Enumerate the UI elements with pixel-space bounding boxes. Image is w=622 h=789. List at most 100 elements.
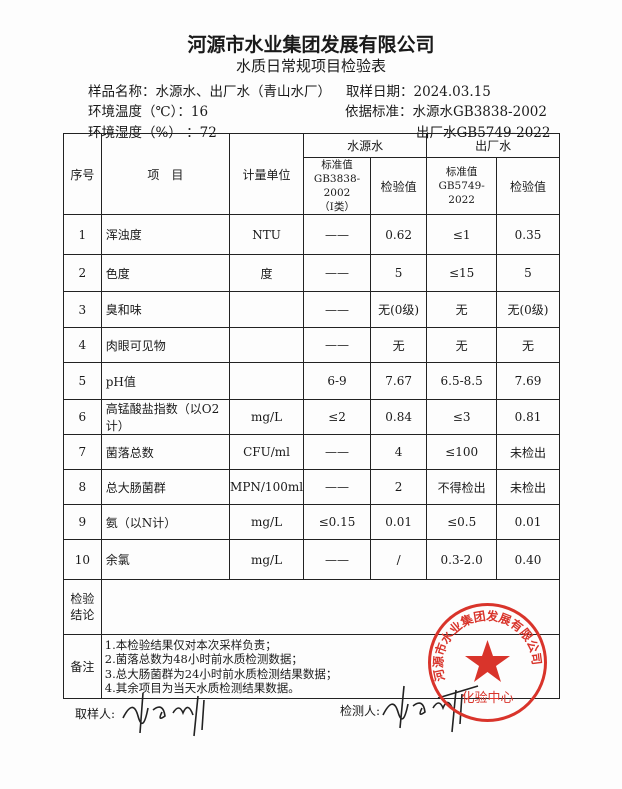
- table-row: 5 pH值 6-9 7.67 6.5-8.5 7.69: [63, 362, 561, 400]
- company-name: 河源市水业集团发展有限公司: [187, 34, 435, 56]
- header-source-standard: 标准值 GB3838-2002 （Ⅰ类）: [303, 157, 371, 215]
- table-row: 3 臭和味 —— 无(0级) 无无(0级): [63, 291, 561, 328]
- cell-item: pH值: [100, 362, 231, 400]
- notes-label: 备注: [63, 634, 102, 699]
- cell-item: 浑浊度: [100, 214, 231, 255]
- cell-item: 肉眼可见物: [100, 327, 231, 363]
- cell-no: 3: [63, 291, 102, 328]
- cell-unit: CFU/ml: [229, 434, 305, 470]
- cell-no: 5: [63, 362, 102, 400]
- std-label: 标准值: [445, 166, 478, 178]
- cell-no: 2: [63, 254, 102, 292]
- cell-s-val: 0.62: [369, 214, 428, 255]
- company-seal: 河源市水业集团发展有限公司 化验中心: [428, 603, 547, 722]
- cell-o-val: 无: [495, 327, 561, 363]
- cell-s-val: /: [369, 539, 428, 580]
- env-temperature: 环境温度（℃）：16: [88, 104, 209, 120]
- sampler-signature: [122, 692, 205, 737]
- table-row: 1 浑浊度 NTU —— 0.62 ≤1 0.35: [63, 214, 561, 255]
- cell-s-std: ——: [303, 434, 371, 470]
- cell-s-std: ≤2: [303, 399, 371, 435]
- cell-item: 臭和味: [100, 291, 231, 328]
- cell-item: 菌落总数: [100, 434, 231, 470]
- cell-s-val: 5: [369, 254, 428, 292]
- note-item: 4.其余项目为当天水质检测结果数据。: [104, 681, 300, 695]
- cell-s-std: ——: [303, 214, 371, 255]
- cell-unit: MPN/100ml: [229, 469, 305, 505]
- table-row: 2 色度度 —— 5 ≤15 5: [63, 254, 561, 292]
- cell-unit: [229, 291, 305, 328]
- cell-o-std: 无: [426, 291, 497, 328]
- note-item: 3.总大肠菌群为24小时前水质检测结果数据；: [104, 666, 338, 681]
- cell-item: 余氯: [100, 539, 231, 580]
- std-code: GB3838-2002: [313, 173, 361, 199]
- cell-s-std: ≤0.15: [303, 504, 371, 540]
- table-row: 9 氨（以N计） mg/L ≤0.15 0.01 ≤0.5 0.01: [63, 504, 561, 540]
- cell-s-std: ——: [303, 291, 371, 328]
- cell-item: 总大肠菌群: [100, 469, 231, 505]
- cell-unit: NTU: [229, 214, 305, 255]
- cell-o-std: ≤100: [426, 434, 497, 470]
- cell-o-std: 6.5-8.5: [426, 362, 497, 400]
- cell-o-val: 0.35: [495, 214, 561, 255]
- header-outlet-water: 出厂水: [426, 133, 560, 158]
- cell-no: 9: [63, 504, 102, 540]
- cell-s-std: 6-9: [303, 362, 371, 400]
- table-row: 6 高锰酸盐指数（以O2计） mg/L ≤2 0.84 ≤3 0.81: [63, 399, 561, 435]
- cell-s-val: 0.01: [369, 504, 428, 540]
- cell-no: 4: [63, 327, 102, 363]
- cell-item: 高锰酸盐指数（以O2计）: [100, 399, 231, 435]
- cell-unit: mg/L: [229, 399, 305, 435]
- cell-s-val: 无(0级): [369, 291, 428, 328]
- svg-text:化验中心: 化验中心: [461, 690, 513, 706]
- conclusion-label: 检验 结论: [63, 579, 102, 635]
- cell-o-val: 0.81: [495, 399, 561, 435]
- header-unit: 计量单位: [229, 133, 305, 215]
- cell-s-val: 7.67: [369, 362, 428, 400]
- cell-o-val: 未检出: [495, 469, 561, 505]
- sampler-label: 取样人:: [75, 707, 116, 721]
- cell-o-val: 0.40: [495, 539, 561, 580]
- cell-s-val: 0.84: [369, 399, 428, 435]
- cell-s-std: ——: [303, 539, 371, 580]
- results-table: 序号 项 目 计量单位 水源水 出厂水 标准值 GB3838-2002 （Ⅰ类） 检…: [63, 133, 561, 699]
- table-row: 10 余氯 mg/L ——/0.3-2.0 0.40: [63, 539, 561, 580]
- cell-unit: [229, 327, 305, 363]
- sample-date: 取样日期：2024.03.15: [346, 84, 491, 100]
- cell-o-val: 无(0级): [495, 291, 561, 328]
- std-label: 标准值: [321, 159, 353, 171]
- cell-o-std: ≤0.5: [426, 504, 497, 540]
- cell-unit: 度: [229, 254, 305, 292]
- cell-o-std: 0.3-2.0: [426, 539, 497, 580]
- cell-o-val: 未检出: [495, 434, 561, 470]
- cell-s-std: ——: [303, 469, 371, 505]
- cell-unit: mg/L: [229, 504, 305, 540]
- cell-no: 1: [63, 214, 102, 255]
- cell-s-val: 4: [369, 434, 428, 470]
- note-item: 2.菌落总数为48小时前水质检测数据；: [104, 652, 303, 666]
- cell-no: 8: [63, 469, 102, 505]
- header-outlet-standard: 标准值 GB5749-2022: [426, 157, 497, 215]
- report-title: 水质日常规项目检验表: [235, 57, 386, 75]
- table-row: 4 肉眼可见物 —— 无无无: [63, 327, 561, 363]
- cell-s-std: ——: [303, 254, 371, 292]
- cell-s-std: ——: [303, 327, 371, 363]
- tester-label: 检测人:: [340, 704, 381, 718]
- sample-name: 样品名称：水源水、出厂水（青山水厂）: [88, 84, 331, 100]
- header-outlet-value: 检验值: [495, 157, 561, 215]
- cell-no: 10: [63, 539, 102, 580]
- note-item: 1.本检验结果仅对本次采样负责；: [104, 637, 277, 652]
- cell-o-val: 7.69: [495, 362, 561, 400]
- cell-unit: [229, 362, 305, 400]
- cell-o-std: ≤15: [426, 254, 497, 292]
- cell-no: 7: [63, 434, 102, 470]
- cell-item: 氨（以N计）: [100, 504, 231, 540]
- cell-o-std: 无: [426, 327, 497, 363]
- header-source-value: 检验值: [369, 157, 428, 215]
- cell-no: 6: [63, 399, 102, 435]
- table-row: 7 菌落总数 CFU/ml —— 4 ≤100 未检出: [63, 434, 561, 470]
- cell-s-val: 2: [369, 469, 428, 505]
- header-item: 项 目: [100, 133, 231, 215]
- std-class: （Ⅰ类）: [319, 201, 355, 213]
